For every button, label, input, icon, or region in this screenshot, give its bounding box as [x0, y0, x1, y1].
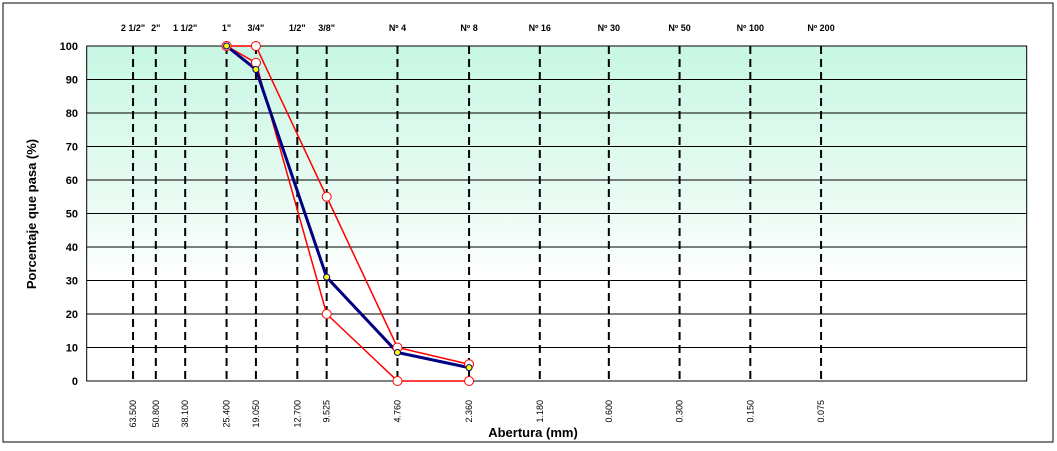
data-point — [223, 42, 231, 50]
data-point — [465, 364, 473, 372]
sieve-label: Nº 4 — [389, 23, 406, 33]
y-tick-label: 40 — [66, 242, 78, 254]
x-axis-title: Abertura (mm) — [488, 425, 578, 440]
sieve-label: Nº 100 — [737, 23, 764, 33]
x-tick-label: 0.150 — [745, 400, 755, 423]
x-tick-label: 63.500 — [128, 400, 138, 428]
data-point — [392, 376, 403, 386]
sieve-label: 2 1/2" — [121, 23, 145, 33]
y-tick-label: 30 — [66, 276, 78, 288]
y-tick-label: 70 — [66, 142, 78, 154]
y-tick-label: 60 — [66, 175, 78, 187]
x-tick-label: 0.075 — [816, 400, 826, 423]
x-tick-label: 50.800 — [151, 400, 161, 428]
y-tick-label: 20 — [66, 309, 78, 321]
sieve-label: Nº 200 — [807, 23, 834, 33]
sieve-label: 1 1/2" — [173, 23, 197, 33]
x-tick-label: 0.300 — [675, 400, 685, 423]
x-tick-label: 19.050 — [251, 400, 261, 428]
y-tick-label: 80 — [66, 108, 78, 120]
x-tick-label: 0.600 — [604, 400, 614, 423]
x-tick-label: 2.360 — [464, 400, 474, 423]
sieve-label: 3/4" — [248, 23, 265, 33]
sieve-label: 1" — [222, 23, 231, 33]
y-tick-label: 0 — [72, 376, 78, 388]
sieve-label: 2" — [151, 23, 160, 33]
x-tick-label: 12.700 — [292, 400, 302, 428]
y-tick-label: 50 — [66, 209, 78, 221]
data-point — [393, 349, 401, 357]
sieve-label: Nº 30 — [598, 23, 620, 33]
y-tick-label: 100 — [60, 41, 78, 53]
data-point — [321, 191, 332, 202]
plot-border — [86, 45, 1028, 382]
x-tick-label: 25.400 — [222, 400, 232, 428]
x-tick-label: 1.180 — [535, 400, 545, 423]
sieve-label: Nº 50 — [668, 23, 690, 33]
x-tick-label: 4.760 — [392, 400, 402, 423]
y-axis-title: Porcentaje que pasa (%) — [24, 139, 39, 289]
data-point — [252, 65, 260, 73]
x-tick-label: 38.100 — [180, 400, 190, 428]
data-point — [464, 376, 475, 386]
sieve-label: 1/2" — [289, 23, 306, 33]
data-point — [250, 41, 261, 51]
y-tick-label: 90 — [66, 75, 78, 87]
data-point — [321, 309, 332, 319]
data-point — [250, 57, 261, 68]
sieve-label: 3/8" — [318, 23, 335, 33]
x-tick-label: 9.525 — [322, 400, 332, 423]
y-tick-label: 10 — [66, 343, 78, 355]
sieve-label: Nº 8 — [460, 23, 477, 33]
sieve-label: Nº 16 — [529, 23, 551, 33]
data-point — [323, 273, 331, 281]
